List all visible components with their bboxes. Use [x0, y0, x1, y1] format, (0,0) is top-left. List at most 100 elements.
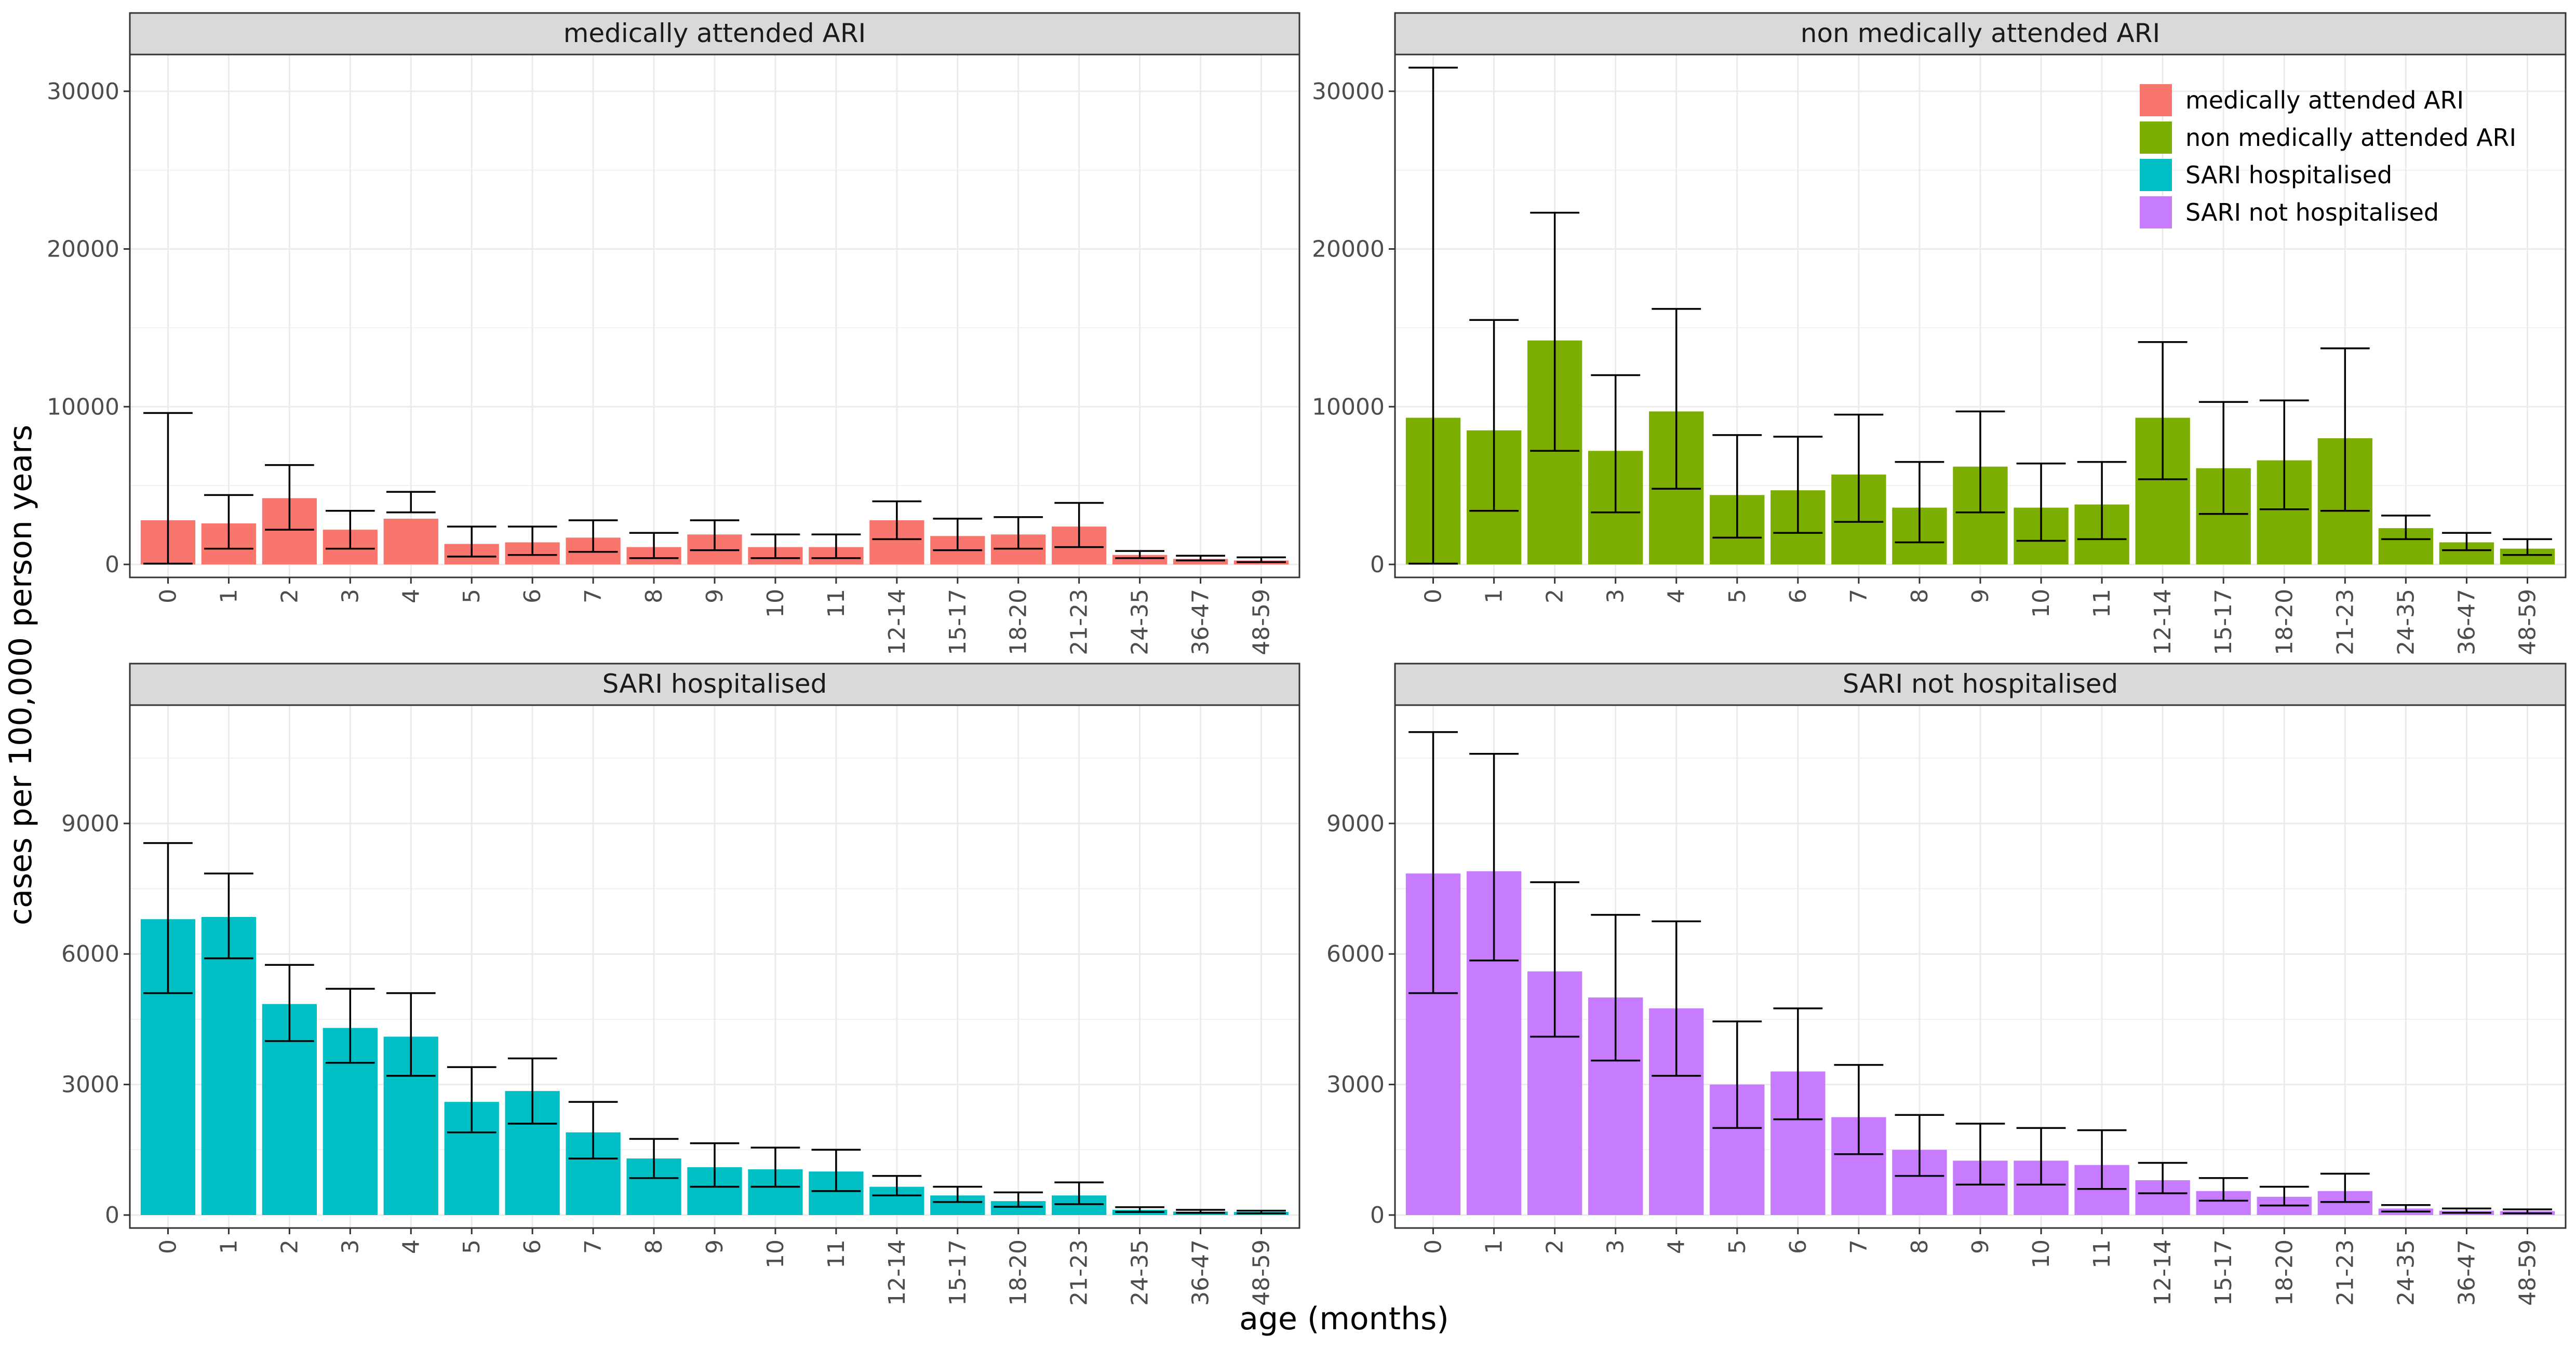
facet-title: medically attended ARI [564, 18, 866, 48]
x-tick-label: 15-17 [2210, 589, 2237, 655]
y-tick-label: 0 [105, 1202, 119, 1229]
y-tick-label: 3000 [61, 1072, 119, 1098]
x-tick-label: 21-23 [2332, 1239, 2358, 1306]
bar [201, 917, 257, 1215]
facet-panel: medically attended ARI 0 10000 20000 30000 0 1… [47, 12, 1300, 655]
x-tick-label: 4 [1663, 1239, 1690, 1254]
x-tick-label: 1 [1481, 1239, 1508, 1254]
facet-title: SARI hospitalised [602, 669, 827, 699]
x-tick-label: 5 [1724, 1239, 1751, 1254]
x-tick-label: 6 [519, 1239, 546, 1254]
y-tick-label: 0 [1370, 551, 1385, 578]
x-tick-label: 10 [762, 589, 789, 618]
x-tick-label: 5 [459, 1239, 485, 1254]
x-tick-label: 9 [702, 1239, 728, 1254]
legend-key [2140, 196, 2172, 228]
x-tick-label: 1 [216, 1239, 242, 1254]
facet-panel: SARI hospitalised 0 3000 6000 9000 0 1 2 3 4 5 6 7 8 9… [61, 663, 1300, 1306]
y-tick-label: 0 [105, 551, 119, 578]
x-tick-label: 0 [155, 589, 181, 603]
x-tick-label: 12-14 [884, 1239, 910, 1306]
y-tick-label: 20000 [47, 236, 119, 263]
x-tick-label: 1 [216, 589, 242, 603]
x-tick-label: 11 [823, 589, 850, 618]
y-tick-label: 30000 [47, 78, 119, 105]
x-tick-label: 2 [276, 1239, 303, 1254]
facet-title: non medically attended ARI [1801, 18, 2160, 48]
x-tick-label: 6 [1785, 1239, 1812, 1254]
x-tick-label: 8 [1907, 1239, 1933, 1254]
x-tick-label: 6 [1785, 589, 1812, 603]
x-tick-label: 7 [580, 589, 607, 603]
x-tick-label: 36-47 [2453, 1239, 2480, 1306]
legend-key [2140, 122, 2172, 154]
y-tick-label: 20000 [1312, 236, 1385, 263]
x-tick-label: 24-35 [2393, 589, 2419, 655]
x-tick-label: 5 [459, 589, 485, 603]
x-tick-label: 3 [337, 589, 364, 603]
x-tick-label: 3 [1603, 1239, 1629, 1254]
x-tick-label: 12-14 [884, 589, 910, 655]
facet-strip [129, 12, 1300, 56]
facet-panel: SARI not hospitalised 0 3000 6000 9000 0 1 2 3 4 5… [1326, 663, 2567, 1306]
x-tick-label: 15-17 [945, 1239, 971, 1306]
facet-strip [1394, 663, 2567, 706]
x-tick-label: 1 [1481, 589, 1508, 603]
x-tick-label: 11 [2089, 589, 2115, 618]
x-tick-label: 48-59 [1249, 589, 1275, 655]
x-tick-label: 36-47 [1188, 1239, 1214, 1306]
x-axis-title: age (months) [1239, 1301, 1449, 1337]
x-tick-label: 3 [1603, 589, 1629, 603]
x-tick-label: 18-20 [2271, 1239, 2298, 1306]
x-tick-label: 4 [1663, 589, 1690, 603]
legend: medically attended ARI non medically atte… [2140, 84, 2516, 228]
x-tick-label: 3 [337, 1239, 364, 1254]
x-tick-label: 12-14 [2150, 1239, 2176, 1306]
x-tick-label: 12-14 [2150, 589, 2176, 655]
x-tick-label: 6 [519, 589, 546, 603]
x-tick-label: 18-20 [2271, 589, 2298, 655]
x-tick-label: 24-35 [2393, 1239, 2419, 1306]
y-tick-label: 6000 [1326, 941, 1385, 967]
x-tick-label: 7 [580, 1239, 607, 1254]
legend-label: SARI not hospitalised [2185, 198, 2439, 226]
y-tick-label: 3000 [1326, 1072, 1385, 1098]
x-tick-label: 36-47 [2453, 589, 2480, 655]
x-tick-label: 18-20 [1005, 1239, 1032, 1306]
x-tick-label: 2 [1542, 589, 1568, 603]
y-tick-label: 10000 [47, 394, 119, 420]
x-tick-label: 11 [823, 1239, 850, 1269]
x-tick-label: 36-47 [1188, 589, 1214, 655]
legend-label: medically attended ARI [2185, 86, 2464, 114]
x-tick-label: 24-35 [1127, 1239, 1153, 1306]
x-tick-label: 2 [276, 589, 303, 603]
x-tick-label: 21-23 [1066, 589, 1093, 655]
x-tick-label: 18-20 [1005, 589, 1032, 655]
y-tick-label: 10000 [1312, 394, 1385, 420]
x-tick-label: 9 [1967, 589, 1994, 603]
x-tick-label: 10 [2028, 1239, 2055, 1269]
x-tick-label: 0 [155, 1239, 181, 1254]
x-tick-label: 9 [702, 589, 728, 603]
facet-panel: non medically attended ARI 0 10000 20000 300… [1312, 12, 2567, 655]
x-tick-label: 10 [762, 1239, 789, 1269]
x-tick-label: 8 [641, 1239, 667, 1254]
y-axis-title: cases per 100,000 person years [3, 425, 39, 925]
y-tick-label: 0 [1370, 1202, 1385, 1229]
x-tick-label: 7 [1846, 589, 1872, 603]
facet-strip [129, 663, 1300, 706]
y-tick-label: 6000 [61, 941, 119, 967]
x-tick-label: 15-17 [2210, 1239, 2237, 1306]
y-tick-label: 9000 [1326, 811, 1385, 837]
x-tick-label: 48-59 [2514, 1239, 2541, 1306]
x-tick-label: 8 [1907, 589, 1933, 603]
x-tick-label: 7 [1846, 1239, 1872, 1254]
x-tick-label: 5 [1724, 589, 1751, 603]
x-tick-label: 48-59 [2514, 589, 2541, 655]
x-tick-label: 21-23 [2332, 589, 2358, 655]
x-tick-label: 0 [1420, 1239, 1447, 1254]
y-tick-label: 9000 [61, 811, 119, 837]
facet-title: SARI not hospitalised [1843, 669, 2118, 699]
x-tick-label: 48-59 [1249, 1239, 1275, 1306]
